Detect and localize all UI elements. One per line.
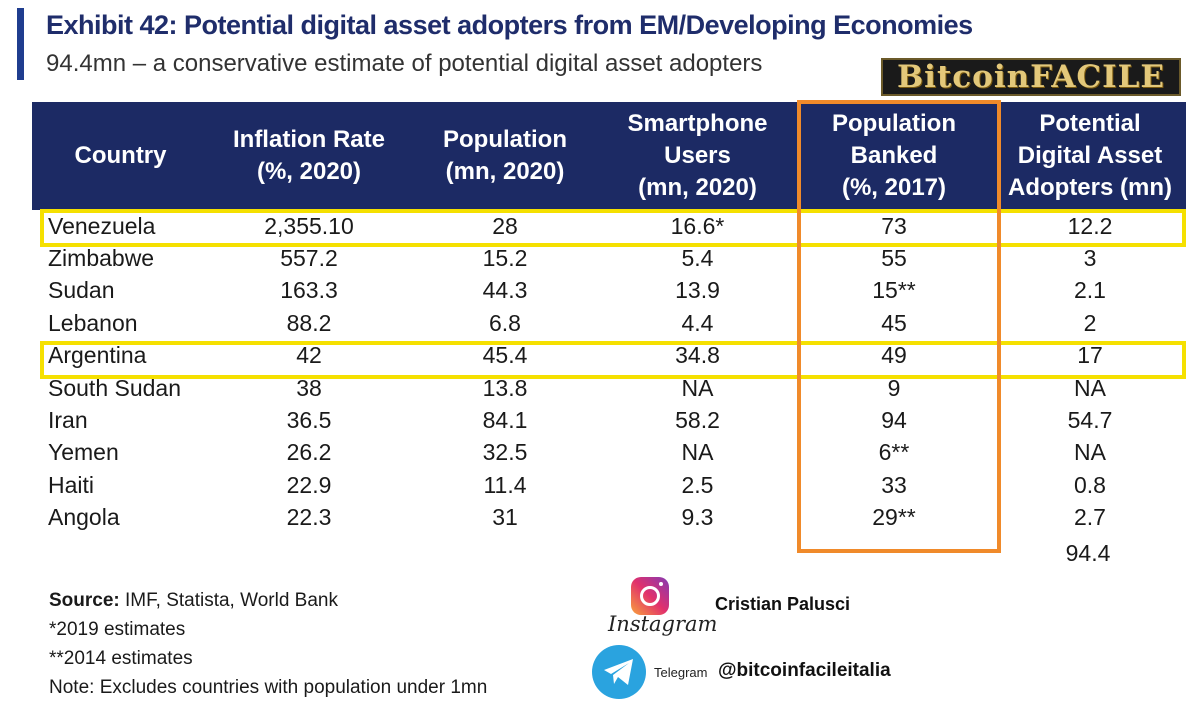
table-row: Sudan 163.3 44.3 13.9 15** 2.1 (32, 275, 1186, 307)
cell-population-banked: 29** (872, 504, 916, 531)
footnotes: Source: IMF, Statista, World Bank *2019 … (49, 586, 487, 702)
cell-population-banked: 15** (872, 277, 916, 304)
cell-country: Lebanon (48, 309, 138, 336)
table-header-row: Country Inflation Rate (%, 2020) Populati… (32, 102, 1186, 210)
cell-inflation-rate: 42 (296, 342, 322, 369)
cell-inflation-rate: 2,355.10 (264, 212, 354, 239)
cell-country: Argentina (48, 342, 147, 369)
instagram-icon[interactable] (631, 577, 669, 615)
cell-country: Angola (48, 504, 120, 531)
table-row: Lebanon 88.2 6.8 4.4 45 2 (32, 307, 1186, 339)
exhibit-subtitle: 94.4mn – a conservative estimate of pote… (46, 50, 763, 77)
table-row: Venezuela 2,355.10 28 16.6* 73 12.2 (32, 210, 1186, 242)
exhibit-title: Exhibit 42: Potential digital asset adop… (46, 10, 973, 40)
cell-inflation-rate: 163.3 (280, 277, 338, 304)
table-row: Angola 22.3 31 9.3 29** 2.7 (32, 502, 1186, 534)
cell-digital-asset-adopters: 17 (1077, 342, 1103, 369)
data-table: Country Inflation Rate (%, 2020) Populati… (32, 102, 1186, 534)
cell-smartphone-users: 58.2 (675, 407, 720, 434)
footnote-2019: *2019 estimates (49, 619, 186, 640)
cell-population-banked: 94 (881, 407, 907, 434)
telegram-label: Telegram (654, 665, 708, 680)
cell-population-banked: 49 (881, 342, 907, 369)
cell-country: Venezuela (48, 212, 156, 239)
instagram-name[interactable]: Cristian Palusci (715, 594, 851, 614)
cell-population: 31 (492, 504, 518, 531)
cell-smartphone-users: 5.4 (681, 245, 714, 272)
cell-country: Sudan (48, 277, 115, 304)
adopters-total: 94.4 (1065, 540, 1111, 566)
cell-inflation-rate: 22.9 (286, 471, 332, 498)
cell-digital-asset-adopters: 2.1 (1074, 277, 1106, 304)
cell-inflation-rate: 88.2 (286, 309, 332, 336)
source-line: Source: IMF, Statista, World Bank (49, 590, 338, 611)
cell-smartphone-users: 16.6* (670, 212, 725, 239)
cell-country: Haiti (48, 471, 95, 498)
cell-country: Yemen (48, 439, 119, 466)
title-accent-bar (17, 8, 24, 80)
table-row: Yemen 26.2 32.5 NA 6** NA (32, 437, 1186, 469)
header-adopters: Potential Digital Asset Adopters (mn) (994, 102, 1186, 210)
cell-population: 11.4 (483, 471, 527, 498)
header-banked: Population Banked (%, 2017) (794, 102, 994, 210)
cell-population: 44.3 (482, 277, 528, 304)
footnote-population: Note: Excludes countries with population… (49, 677, 488, 698)
cell-population-banked: 55 (881, 245, 907, 272)
cell-digital-asset-adopters: 2 (1083, 309, 1097, 336)
cell-smartphone-users: 34.8 (675, 342, 720, 369)
footnote-2014: **2014 estimates (49, 648, 193, 669)
data-table-container: Country Inflation Rate (%, 2020) Populati… (32, 102, 1186, 534)
cell-inflation-rate: 557.2 (280, 245, 338, 272)
header-population: Population (mn, 2020) (409, 102, 601, 210)
cell-country: Zimbabwe (48, 245, 155, 272)
cell-population: 6.8 (489, 309, 521, 336)
cell-smartphone-users: 9.3 (681, 504, 714, 531)
cell-population: 28 (492, 212, 518, 239)
cell-inflation-rate: 22.3 (286, 504, 332, 531)
table-row: Argentina 42 45.4 34.8 49 17 (32, 340, 1186, 372)
header-inflation: Inflation Rate (%, 2020) (209, 102, 409, 210)
instagram-label: Instagram (608, 612, 718, 636)
cell-digital-asset-adopters: 0.8 (1074, 471, 1106, 498)
cell-inflation-rate: 26.2 (286, 439, 332, 466)
cell-population-banked: 73 (881, 212, 907, 239)
header-country: Country (32, 102, 209, 210)
cell-country: Iran (48, 407, 88, 434)
table-row: Haiti 22.9 11.4 2.5 33 0.8 (32, 469, 1186, 501)
highlight-banked-column (797, 100, 1001, 553)
cell-digital-asset-adopters: 54.7 (1067, 407, 1113, 434)
telegram-icon[interactable] (592, 645, 646, 699)
cell-digital-asset-adopters: 3 (1083, 245, 1097, 272)
cell-digital-asset-adopters: NA (1074, 439, 1106, 466)
cell-population: 45.4 (482, 342, 528, 369)
cell-population: 32.5 (482, 439, 528, 466)
cell-population: 84.1 (482, 407, 528, 434)
cell-digital-asset-adopters: 2.7 (1074, 504, 1106, 531)
header-smartphone: Smartphone Users (mn, 2020) (601, 102, 794, 210)
highlight-venezuela-row (40, 209, 1186, 247)
telegram-handle[interactable]: @bitcoinfacileitalia (718, 660, 891, 681)
cell-population: 15.2 (482, 245, 528, 272)
cell-digital-asset-adopters: 12.2 (1067, 212, 1113, 239)
cell-smartphone-users: 4.4 (681, 309, 714, 336)
table-body: Venezuela 2,355.10 28 16.6* 73 12.2 Zimbabwe 55… (32, 210, 1186, 534)
cell-population-banked: 33 (881, 471, 907, 498)
cell-inflation-rate: 36.5 (286, 407, 332, 434)
cell-smartphone-users: 2.5 (681, 471, 714, 498)
table-row: Iran 36.5 84.1 58.2 94 54.7 (32, 404, 1186, 436)
cell-population-banked: 6** (878, 439, 910, 466)
cell-smartphone-users: 13.9 (675, 277, 720, 304)
bitcoinfacile-logo: BitcoinFACILE (881, 58, 1181, 96)
highlight-argentina-row (40, 341, 1186, 379)
cell-population-banked: 9 (887, 374, 901, 401)
paper-plane-icon (604, 659, 633, 685)
table-row: Zimbabwe 557.2 15.2 5.4 55 3 (32, 242, 1186, 274)
cell-population-banked: 45 (881, 309, 907, 336)
cell-smartphone-users: NA (681, 439, 714, 466)
